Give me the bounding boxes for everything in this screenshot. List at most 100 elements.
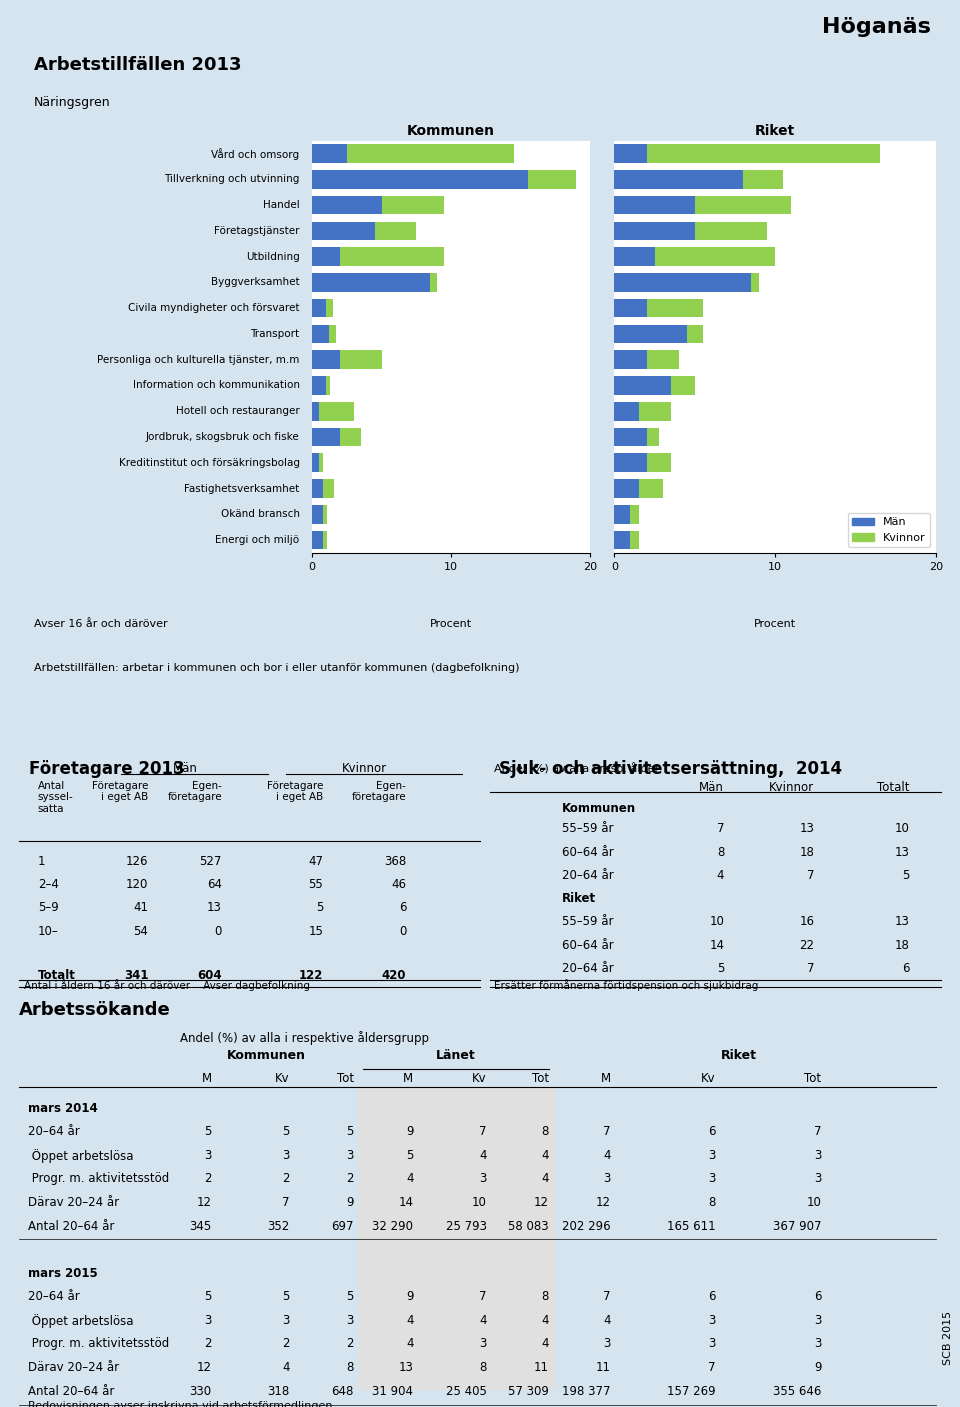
Text: 16: 16 [800,916,814,929]
Text: 3: 3 [708,1314,716,1327]
Text: 20–64 år: 20–64 år [562,870,613,882]
Text: 58 083: 58 083 [509,1220,549,1233]
Bar [614,145,647,163]
Bar [614,480,638,498]
Text: 2: 2 [347,1338,354,1351]
Text: Kommunen: Kommunen [228,1048,306,1062]
Text: 3: 3 [204,1148,212,1162]
Text: Kreditinstitut och försäkringsbolag: Kreditinstitut och försäkringsbolag [118,457,300,467]
Text: 157 269: 157 269 [667,1384,716,1397]
Text: 55–59 år: 55–59 år [562,916,613,929]
Text: 13: 13 [398,1361,414,1375]
Text: 9: 9 [347,1196,354,1209]
Text: 341: 341 [124,968,148,982]
Text: 25 793: 25 793 [445,1220,487,1233]
Text: 13: 13 [800,823,814,836]
Text: 6: 6 [708,1126,716,1138]
Bar [671,376,695,395]
Bar [312,196,382,214]
Bar [614,453,647,471]
Text: 126: 126 [126,855,148,868]
Text: Information och kommunikation: Information och kommunikation [132,380,300,391]
Text: 11: 11 [534,1361,549,1375]
Text: 318: 318 [268,1384,290,1397]
Bar [614,530,631,549]
Text: 9: 9 [814,1361,822,1375]
Bar [647,428,660,446]
Text: 4: 4 [479,1314,487,1327]
Bar [647,145,879,163]
Text: 330: 330 [190,1384,212,1397]
Bar [686,325,703,343]
Text: 12: 12 [595,1196,611,1209]
Text: 3: 3 [708,1172,716,1185]
Bar [312,273,430,291]
Text: 2: 2 [282,1172,290,1185]
Bar [647,453,671,471]
Bar [614,325,686,343]
Text: 352: 352 [268,1220,290,1233]
Text: Riket: Riket [721,1048,756,1062]
Text: 4: 4 [406,1338,414,1351]
Bar [324,530,327,549]
Text: 3: 3 [347,1148,354,1162]
Text: 345: 345 [189,1220,212,1233]
Text: 122: 122 [299,968,324,982]
Text: 5: 5 [282,1126,290,1138]
Text: 4: 4 [541,1172,549,1185]
Text: 10: 10 [709,916,724,929]
Bar [382,196,444,214]
Bar [340,248,444,266]
Text: 3: 3 [814,1172,822,1185]
Text: 648: 648 [331,1384,354,1397]
Text: 3: 3 [347,1314,354,1327]
Text: 25 405: 25 405 [445,1384,487,1397]
Text: Totalt: Totalt [37,968,76,982]
Text: 8: 8 [479,1361,487,1375]
Text: Kv: Kv [472,1072,487,1085]
Text: 165 611: 165 611 [667,1220,716,1233]
Text: Antal 20–64 år: Antal 20–64 år [29,1384,115,1397]
Text: Arbetstillfällen: arbetar i kommunen och bor i eller utanför kommunen (dagbefolk: Arbetstillfällen: arbetar i kommunen och… [34,663,519,673]
Text: Kommunen: Kommunen [562,802,636,815]
Text: SCB 2015: SCB 2015 [944,1311,953,1365]
Text: 5: 5 [316,902,324,915]
Text: Kvinnor: Kvinnor [342,763,388,775]
Text: 10: 10 [895,823,909,836]
Text: 20–64 år: 20–64 år [29,1126,80,1138]
Text: 7: 7 [807,870,814,882]
Text: Hotell och restauranger: Hotell och restauranger [176,407,300,416]
Text: Utbildning: Utbildning [246,252,300,262]
Text: Riket: Riket [562,892,596,905]
Text: Progr. m. aktivitetsstöd: Progr. m. aktivitetsstöd [29,1172,170,1185]
Text: Progr. m. aktivitetsstöd: Progr. m. aktivitetsstöd [29,1338,170,1351]
Text: 47: 47 [308,855,324,868]
Text: 8: 8 [347,1361,354,1375]
Text: 6: 6 [814,1290,822,1303]
Text: 12: 12 [534,1196,549,1209]
Text: 3: 3 [479,1172,487,1185]
Text: M: M [600,1072,611,1085]
Bar [319,402,353,421]
Bar [312,505,324,523]
Text: 3: 3 [603,1172,611,1185]
Bar [614,273,751,291]
Text: Egen-
företagare: Egen- företagare [351,781,406,802]
Text: Företagstjänster: Företagstjänster [214,227,300,236]
Bar [638,402,671,421]
Text: 7: 7 [717,823,724,836]
Text: 13: 13 [895,846,909,858]
Bar [647,350,679,369]
Text: 3: 3 [282,1148,290,1162]
Text: 20–64 år: 20–64 år [29,1290,80,1303]
Text: Procent: Procent [755,619,796,629]
Text: 4: 4 [406,1172,414,1185]
Text: 120: 120 [126,878,148,891]
Bar [312,376,326,395]
Text: Tot: Tot [532,1072,549,1085]
Text: Ersätter förmånerna förtidspension och sjukbidrag: Ersätter förmånerna förtidspension och s… [494,979,758,991]
Text: 3: 3 [814,1148,822,1162]
Text: 527: 527 [200,855,222,868]
Text: 4: 4 [717,870,724,882]
Text: 3: 3 [708,1338,716,1351]
